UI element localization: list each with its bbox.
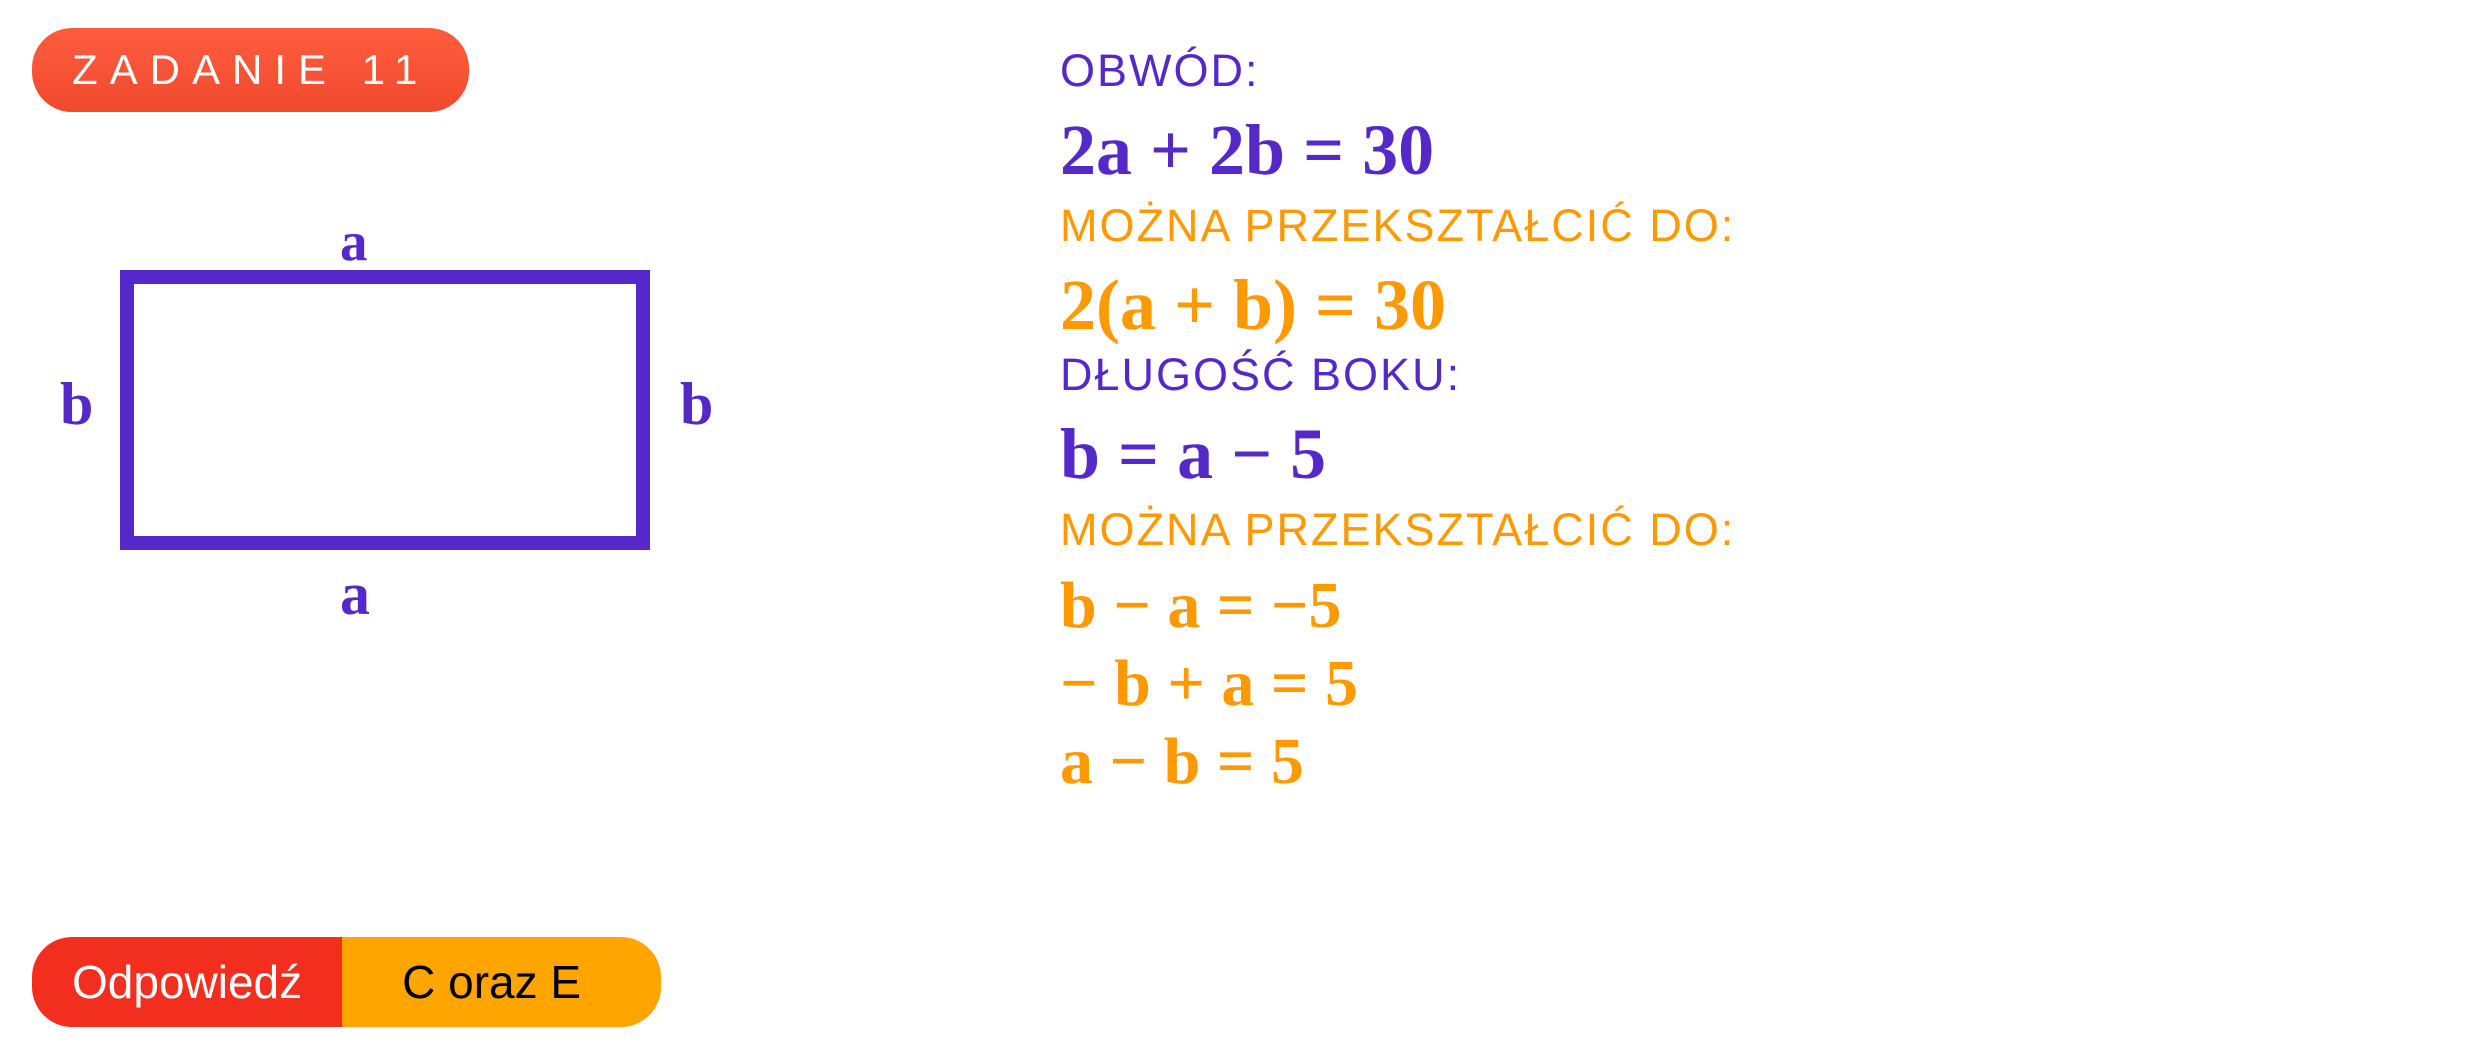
work-area: OBWÓD: 2a + 2b = 30 MOŻNA PRZEKSZTAŁCIĆ … — [1060, 45, 2260, 802]
equation-transform-1: b − a = −5 — [1060, 568, 2260, 644]
answer-value: C oraz E — [342, 937, 661, 1027]
equation-side: b = a − 5 — [1060, 413, 2260, 496]
equation-transform-3: a − b = 5 — [1060, 724, 2260, 800]
side-label-a-bottom: a — [340, 560, 370, 629]
task-badge: ZADANIE 11 — [32, 28, 469, 112]
answer-label: Odpowiedź — [32, 937, 342, 1027]
equation-perimeter-factored: 2(a + b) = 30 — [1060, 264, 2260, 347]
side-label-b-right: b — [680, 370, 713, 439]
equation-perimeter: 2a + 2b = 30 — [1060, 109, 2260, 192]
heading-transform-1: MOŻNA PRZEKSZTAŁCIĆ DO: — [1060, 200, 2260, 252]
answer-row: Odpowiedź C oraz E — [32, 937, 661, 1027]
heading-side-length: DŁUGOŚĆ BOKU: — [1060, 349, 2260, 401]
heading-obwod: OBWÓD: — [1060, 45, 2260, 97]
side-label-a-top: a — [340, 210, 368, 273]
rectangle-diagram — [120, 270, 650, 550]
side-label-b-left: b — [60, 370, 93, 439]
heading-transform-2: MOŻNA PRZEKSZTAŁCIĆ DO: — [1060, 504, 2260, 556]
equation-transform-2: − b + a = 5 — [1060, 646, 2260, 722]
